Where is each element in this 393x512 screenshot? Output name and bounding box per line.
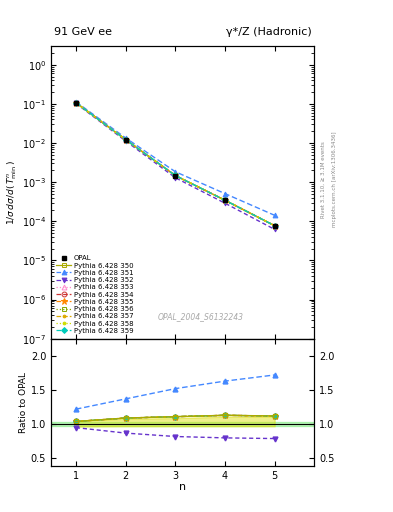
- Text: Rivet 3.1.10, ≥ 3.1M events: Rivet 3.1.10, ≥ 3.1M events: [320, 141, 325, 218]
- Bar: [51, 422, 314, 426]
- Text: OPAL_2004_S6132243: OPAL_2004_S6132243: [158, 312, 244, 321]
- X-axis label: n: n: [179, 482, 186, 492]
- Y-axis label: Ratio to OPAL: Ratio to OPAL: [19, 372, 28, 433]
- Text: 91 GeV ee: 91 GeV ee: [54, 27, 112, 37]
- Text: γ*/Z (Hadronic): γ*/Z (Hadronic): [226, 27, 312, 37]
- Legend: OPAL, Pythia 6.428 350, Pythia 6.428 351, Pythia 6.428 352, Pythia 6.428 353, Py: OPAL, Pythia 6.428 350, Pythia 6.428 351…: [55, 254, 135, 335]
- Y-axis label: $1/\sigma\,d\sigma/d(\,T^n_{\rm min}\,)$: $1/\sigma\,d\sigma/d(\,T^n_{\rm min}\,)$: [6, 160, 19, 225]
- Text: mcplots.cern.ch [arXiv:1306.3436]: mcplots.cern.ch [arXiv:1306.3436]: [332, 132, 337, 227]
